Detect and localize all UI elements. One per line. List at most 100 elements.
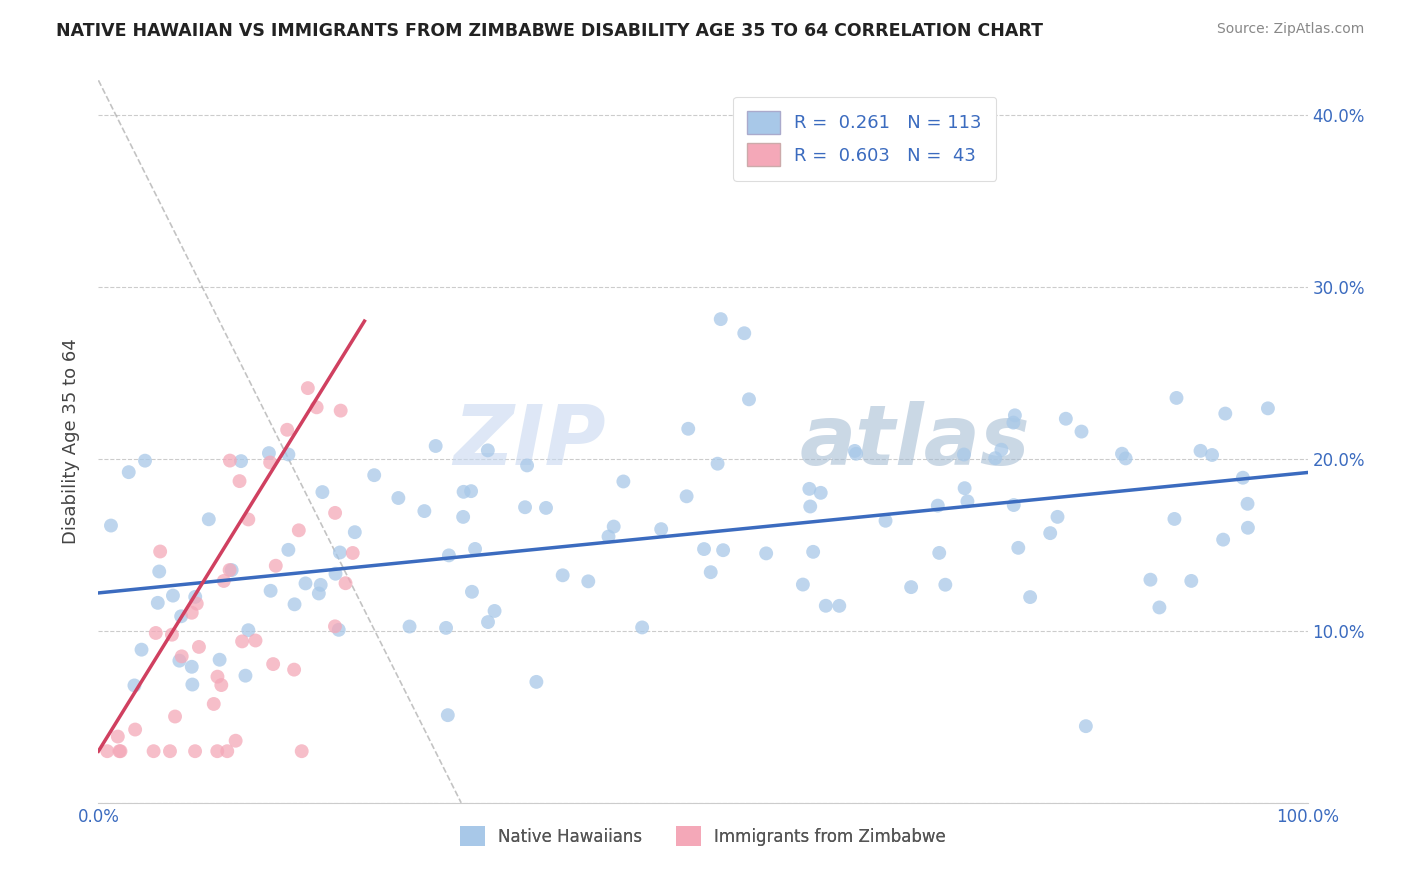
Point <box>207 744 229 758</box>
Y-axis label: Disability Age 35 to 64: Disability Age 35 to 64 <box>62 339 80 544</box>
Point <box>516 458 538 473</box>
Point <box>1163 512 1185 526</box>
Point <box>650 522 672 536</box>
Point <box>259 583 281 598</box>
Point <box>170 649 193 664</box>
Point <box>170 609 193 624</box>
Point <box>425 439 447 453</box>
Point <box>1149 600 1171 615</box>
Legend: Native Hawaiians, Immigrants from Zimbabwe: Native Hawaiians, Immigrants from Zimbab… <box>453 820 953 852</box>
Point <box>956 494 979 508</box>
Point <box>207 670 229 684</box>
Point <box>181 677 204 691</box>
Point <box>551 568 574 582</box>
Point <box>107 730 129 744</box>
Point <box>96 744 118 758</box>
Point <box>460 484 482 499</box>
Point <box>159 744 181 758</box>
Point <box>238 624 260 638</box>
Point <box>259 455 281 469</box>
Point <box>1046 509 1069 524</box>
Point <box>801 545 824 559</box>
Point <box>1002 498 1025 512</box>
Point <box>165 709 187 723</box>
Text: ZIP: ZIP <box>454 401 606 482</box>
Point <box>329 403 352 417</box>
Point <box>710 312 733 326</box>
Point <box>398 619 420 633</box>
Point <box>1007 541 1029 555</box>
Point <box>799 500 821 514</box>
Point <box>148 565 170 579</box>
Text: atlas: atlas <box>800 401 1031 482</box>
Point <box>799 482 821 496</box>
Point <box>755 546 778 560</box>
Point <box>733 326 755 341</box>
Point <box>297 381 319 395</box>
Point <box>198 512 221 526</box>
Point <box>534 500 557 515</box>
Point <box>810 485 832 500</box>
Point <box>675 489 697 503</box>
Point <box>229 454 252 468</box>
Point <box>1166 391 1188 405</box>
Point <box>219 453 242 467</box>
Point <box>145 626 167 640</box>
Point <box>1189 443 1212 458</box>
Point <box>305 401 328 415</box>
Point <box>218 563 240 577</box>
Point <box>513 500 536 515</box>
Point <box>1237 521 1260 535</box>
Point <box>1054 411 1077 425</box>
Point <box>413 504 436 518</box>
Point <box>693 542 716 557</box>
Point <box>146 596 169 610</box>
Point <box>291 744 314 758</box>
Point <box>699 565 721 579</box>
Point <box>1019 590 1042 604</box>
Point <box>576 574 599 589</box>
Point <box>1070 425 1092 439</box>
Point <box>209 678 232 692</box>
Point <box>124 678 146 692</box>
Point <box>294 576 316 591</box>
Point <box>477 615 499 629</box>
Point <box>342 546 364 560</box>
Point <box>142 744 165 758</box>
Point <box>844 444 866 458</box>
Point <box>231 634 253 648</box>
Point <box>288 524 311 538</box>
Point <box>363 468 385 483</box>
Point <box>208 653 231 667</box>
Point <box>524 674 547 689</box>
Point <box>323 506 346 520</box>
Point <box>631 620 654 634</box>
Point <box>283 663 305 677</box>
Point <box>225 733 247 747</box>
Point <box>100 518 122 533</box>
Point <box>245 633 267 648</box>
Point <box>875 514 897 528</box>
Point <box>188 640 211 654</box>
Point <box>131 642 153 657</box>
Point <box>934 578 956 592</box>
Point <box>276 423 298 437</box>
Point <box>118 465 141 479</box>
Point <box>602 519 624 533</box>
Point <box>235 668 257 682</box>
Point <box>1232 471 1254 485</box>
Point <box>134 453 156 467</box>
Point <box>1257 401 1279 416</box>
Point <box>434 621 457 635</box>
Point <box>309 578 332 592</box>
Point <box>257 446 280 460</box>
Point <box>461 584 484 599</box>
Point <box>814 599 837 613</box>
Point <box>711 543 734 558</box>
Point <box>1236 497 1258 511</box>
Point <box>1213 407 1236 421</box>
Point <box>160 628 183 642</box>
Point <box>264 558 287 573</box>
Point <box>180 606 202 620</box>
Point <box>328 623 350 637</box>
